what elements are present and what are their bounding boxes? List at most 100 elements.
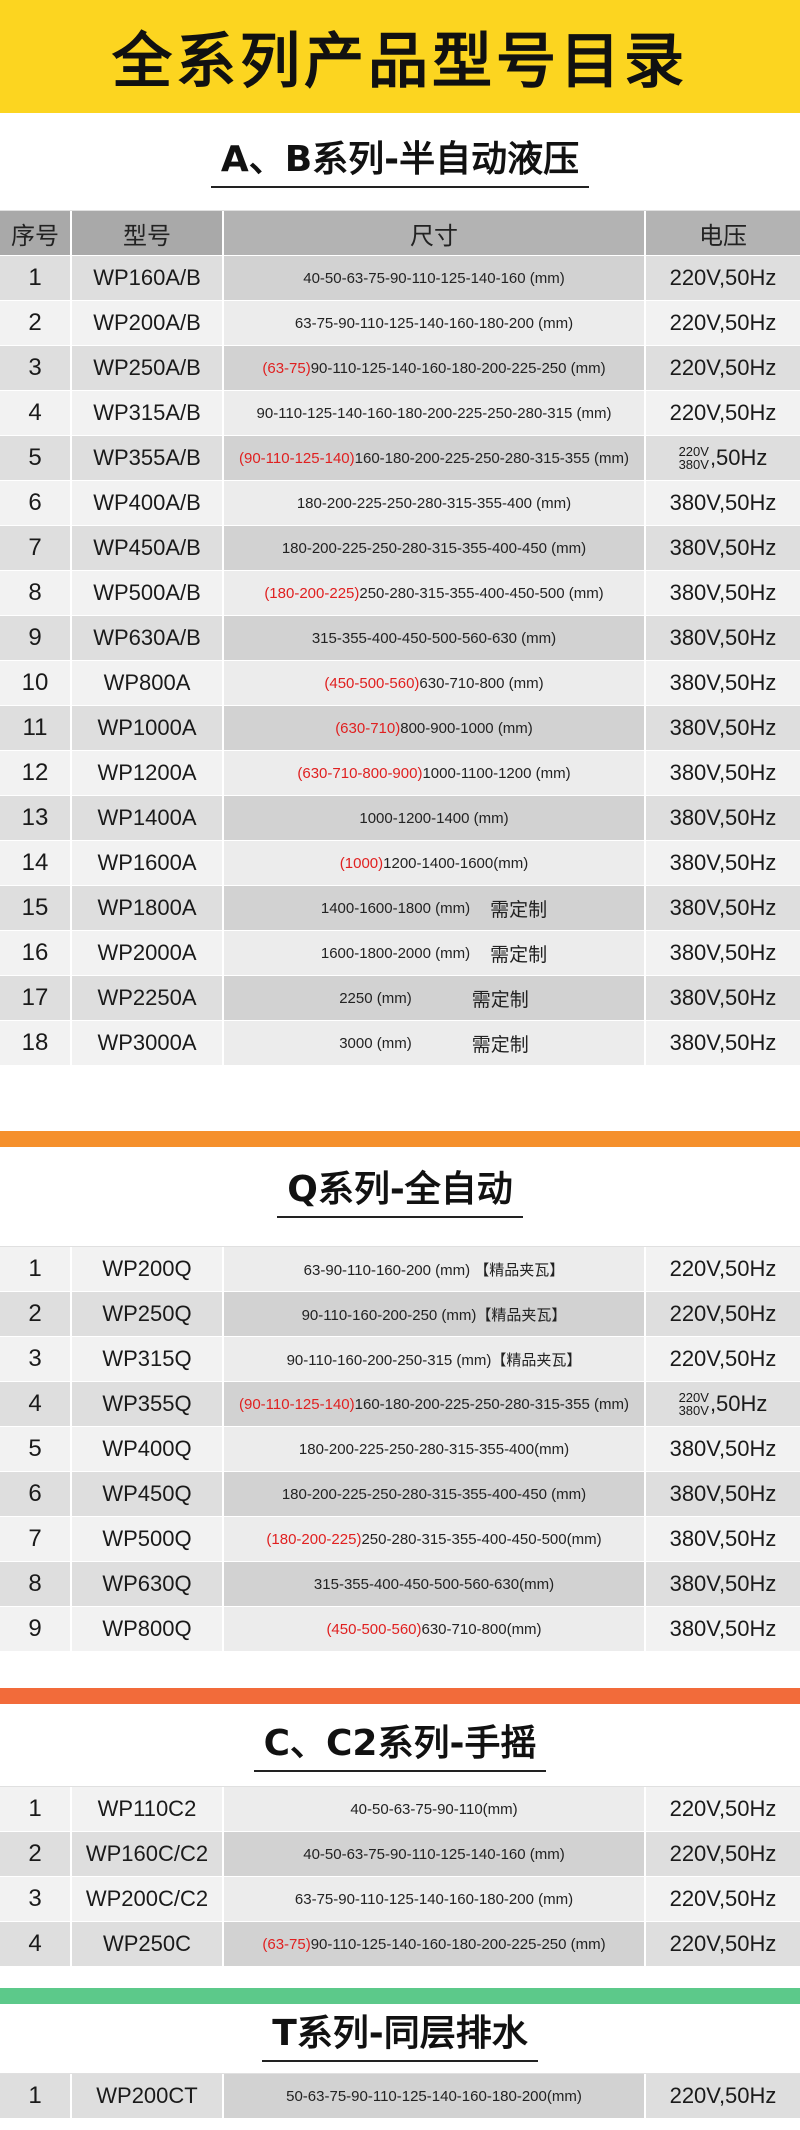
- table-row: 17 WP2250A 2250 (mm) 需定制 380V,50Hz: [0, 976, 800, 1021]
- model-cell: WP800A: [72, 661, 224, 705]
- voltage-value: 220V,50Hz: [669, 1346, 777, 1371]
- voltage-cell: 380V,50Hz: [646, 616, 800, 660]
- voltage-options: 220V 380V: [679, 1391, 709, 1417]
- voltage-value: 380V,50Hz: [669, 805, 777, 830]
- voltage-value: 220V,50Hz: [669, 1796, 777, 1821]
- voltage-cell: 220V,50Hz: [646, 1337, 800, 1381]
- size-optional-range: (1000): [339, 854, 384, 872]
- voltage-cell: 220V 380V ,50Hz: [646, 1382, 800, 1426]
- voltage-cell: 380V,50Hz: [646, 796, 800, 840]
- row-index: 4: [0, 1922, 72, 1966]
- model-cell: WP630Q: [72, 1562, 224, 1606]
- row-index: 11: [0, 706, 72, 750]
- table-row: 2 WP200A/B 63-75-90-110-125-140-160-180-20…: [0, 301, 800, 346]
- header-volt: 电压: [646, 211, 800, 255]
- table-row: 11 WP1000A (630-710) 800-900-1000 (mm) 380V,…: [0, 706, 800, 751]
- size-range: 630-710-800 (mm): [419, 674, 544, 692]
- size-range: 1400-1600-1800 (mm): [320, 899, 471, 917]
- page-title: 全系列产品型号目录: [112, 27, 688, 97]
- size-range: 90-110-125-140-160-180-200-225-250 (mm): [310, 1935, 606, 1953]
- model-cell: WP450A/B: [72, 526, 224, 570]
- model-cell: WP450Q: [72, 1472, 224, 1516]
- size-range: 1000-1100-1200 (mm): [422, 764, 571, 782]
- model-cell: WP2000A: [72, 931, 224, 975]
- voltage-value: 380V,50Hz: [669, 850, 777, 875]
- voltage-value: 220V,50Hz: [669, 355, 777, 380]
- row-index: 2: [0, 301, 72, 345]
- model-cell: WP250A/B: [72, 346, 224, 390]
- row-index: 14: [0, 841, 72, 885]
- voltage-cell: 380V,50Hz: [646, 1427, 800, 1471]
- size-range: 2250 (mm): [339, 989, 412, 1007]
- table-ab-series: 序号 型号 尺寸 电压 1 WP160A/B 40-50-63-75-90-110-…: [0, 210, 800, 1066]
- size-cell: 63-90-110-160-200 (mm) 【精品夹瓦】: [224, 1247, 646, 1291]
- table-row: 9 WP630A/B 315-355-400-450-500-560-630 (mm…: [0, 616, 800, 661]
- model-cell: WP3000A: [72, 1021, 224, 1065]
- model-cell: WP200C/C2: [72, 1877, 224, 1921]
- table-row: 8 WP630Q 315-355-400-450-500-560-630(mm) 38…: [0, 1562, 800, 1607]
- header-size: 尺寸: [224, 211, 646, 255]
- size-cell: 40-50-63-75-90-110-125-140-160 (mm): [224, 256, 646, 300]
- row-index: 3: [0, 1337, 72, 1381]
- voltage-cell: 380V,50Hz: [646, 1607, 800, 1651]
- custom-order-note: 需定制: [471, 989, 529, 1011]
- voltage-cell: 380V,50Hz: [646, 526, 800, 570]
- model-cell: WP110C2: [72, 1787, 224, 1831]
- voltage-cell: 380V,50Hz: [646, 1472, 800, 1516]
- row-index: 16: [0, 931, 72, 975]
- voltage-cell: 380V,50Hz: [646, 886, 800, 930]
- row-index: 1: [0, 2074, 72, 2118]
- voltage-cell: 380V,50Hz: [646, 1517, 800, 1561]
- size-range: 90-110-160-200-250 (mm)【精品夹瓦】: [301, 1306, 567, 1324]
- voltage-option-bottom: 380V: [678, 457, 709, 472]
- voltage-cell: 380V,50Hz: [646, 976, 800, 1020]
- row-index: 10: [0, 661, 72, 705]
- model-cell: WP2250A: [72, 976, 224, 1020]
- custom-order-note: 需定制: [490, 944, 548, 966]
- row-index: 4: [0, 1382, 72, 1426]
- section-title-c: C、C2系列-手摇: [0, 1722, 800, 1772]
- voltage-value: 220V,50Hz: [669, 265, 777, 290]
- model-cell: WP500A/B: [72, 571, 224, 615]
- table-row: 6 WP450Q 180-200-225-250-280-315-355-400-4…: [0, 1472, 800, 1517]
- table-row: 8 WP500A/B (180-200-225) 250-280-315-355-4…: [0, 571, 800, 616]
- size-cell: 180-200-225-250-280-315-355-400-450 (mm): [224, 526, 646, 570]
- row-index: 6: [0, 1472, 72, 1516]
- table-row: 15 WP1800A 1400-1600-1800 (mm) 需定制 380V,50Hz: [0, 886, 800, 931]
- row-index: 3: [0, 1877, 72, 1921]
- size-cell: 315-355-400-450-500-560-630(mm): [224, 1562, 646, 1606]
- size-cell: 50-63-75-90-110-125-140-160-180-200(mm): [224, 2074, 646, 2118]
- size-optional-range: (90-110-125-140): [239, 449, 355, 467]
- voltage-cell: 220V,50Hz: [646, 256, 800, 300]
- table-row: 12 WP1200A (630-710-800-900) 1000-1100-120…: [0, 751, 800, 796]
- size-cell: 90-110-160-200-250 (mm)【精品夹瓦】: [224, 1292, 646, 1336]
- top-banner: 全系列产品型号目录: [0, 0, 800, 113]
- size-optional-range: (450-500-560): [326, 1620, 422, 1638]
- voltage-cell: 220V,50Hz: [646, 1787, 800, 1831]
- model-cell: WP500Q: [72, 1517, 224, 1561]
- voltage-cell: 220V,50Hz: [646, 346, 800, 390]
- model-cell: WP250C: [72, 1922, 224, 1966]
- voltage-value: 380V,50Hz: [669, 895, 777, 920]
- model-cell: WP315A/B: [72, 391, 224, 435]
- voltage-value: 220V,50Hz: [669, 1886, 777, 1911]
- table-row: 10 WP800A (450-500-560) 630-710-800 (mm) 38…: [0, 661, 800, 706]
- voltage-value: 380V,50Hz: [669, 1030, 777, 1055]
- model-cell: WP200Q: [72, 1247, 224, 1291]
- table-row: 13 WP1400A 1000-1200-1400 (mm) 380V,50Hz: [0, 796, 800, 841]
- voltage-cell: 220V,50Hz: [646, 1922, 800, 1966]
- voltage-cell: 220V 380V ,50Hz: [646, 436, 800, 480]
- voltage-value: 380V,50Hz: [669, 715, 777, 740]
- row-index: 9: [0, 616, 72, 660]
- voltage-value: ,50Hz: [709, 445, 768, 470]
- size-range: 315-355-400-450-500-560-630 (mm): [311, 629, 557, 647]
- size-range: 1600-1800-2000 (mm): [320, 944, 471, 962]
- voltage-cell: 220V,50Hz: [646, 1247, 800, 1291]
- table-row: 3 WP250A/B (63-75) 90-110-125-140-160-180-…: [0, 346, 800, 391]
- voltage-cell: 380V,50Hz: [646, 841, 800, 885]
- voltage-value: 380V,50Hz: [669, 1481, 777, 1506]
- size-range: 250-280-315-355-400-450-500 (mm): [359, 584, 604, 602]
- voltage-value: 380V,50Hz: [669, 535, 777, 560]
- table-row: 4 WP250C (63-75) 90-110-125-140-160-180-200…: [0, 1922, 800, 1967]
- size-cell: 1400-1600-1800 (mm) 需定制: [224, 886, 646, 930]
